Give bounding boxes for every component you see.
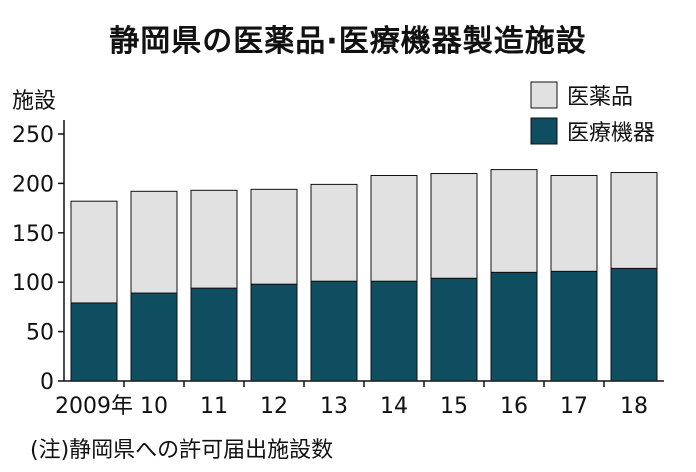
bar-segment xyxy=(550,174,598,272)
x-tick-label: 14 xyxy=(380,394,408,419)
bar-segment xyxy=(130,190,178,294)
x-tick-label: 18 xyxy=(620,394,648,419)
x-tick-label: 12 xyxy=(260,394,288,419)
bar-segment xyxy=(490,169,538,273)
y-axis-label: 施設 xyxy=(12,89,56,114)
bar-segment xyxy=(250,283,298,382)
x-tick-label: 2009年 xyxy=(55,394,133,419)
bar-segment xyxy=(430,173,478,279)
bar-segment xyxy=(190,189,238,289)
y-tick-label: 50 xyxy=(26,321,54,346)
chart-footnote: (注)静岡県への許可届出施設数 xyxy=(30,438,334,463)
bar-segment xyxy=(130,292,178,382)
x-tick-label: 11 xyxy=(200,394,228,419)
y-tick-label: 100 xyxy=(12,271,54,296)
legend-swatch xyxy=(530,81,558,109)
y-tick-label: 150 xyxy=(12,222,54,247)
bar-segment xyxy=(490,271,538,382)
legend-label: 医療機器 xyxy=(567,121,655,146)
bar-segment xyxy=(250,188,298,285)
legend-swatch xyxy=(530,117,558,145)
x-tick-label: 10 xyxy=(140,394,168,419)
y-tick-label: 0 xyxy=(40,370,54,395)
y-tick-label: 250 xyxy=(12,123,54,148)
bar-segment xyxy=(610,172,658,269)
bar-segment xyxy=(310,280,358,382)
bar-segment xyxy=(190,287,238,382)
bar-segment xyxy=(70,302,118,382)
bar-segment xyxy=(370,174,418,282)
legend-label: 医薬品 xyxy=(567,85,633,110)
bar-segment xyxy=(310,183,358,282)
bar-segment xyxy=(610,267,658,382)
x-tick-label: 16 xyxy=(500,394,528,419)
bar-segment xyxy=(370,280,418,382)
x-tick-label: 17 xyxy=(560,394,588,419)
bar-segment xyxy=(550,270,598,382)
bar-segment xyxy=(70,200,118,304)
y-tick-label: 200 xyxy=(12,172,54,197)
bar-segment xyxy=(430,277,478,382)
chart-title: 静岡県の医薬品·医療機器製造施設 xyxy=(109,24,587,59)
x-tick-label: 15 xyxy=(440,394,468,419)
x-tick-label: 13 xyxy=(320,394,348,419)
